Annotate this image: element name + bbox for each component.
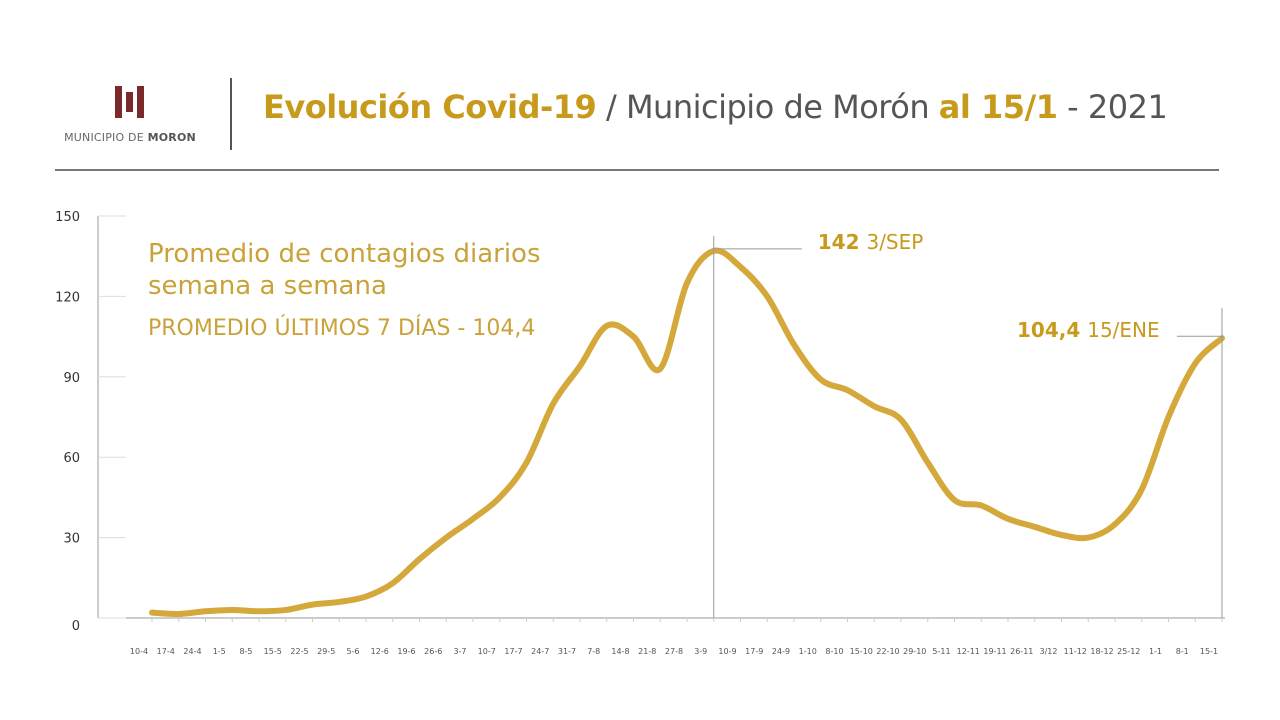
x-tick-label: 22-10: [876, 647, 899, 656]
x-tick-label: 1-10: [799, 647, 817, 656]
logo-mark-icon: [115, 86, 144, 118]
x-tick-label: 17-7: [504, 647, 522, 656]
x-tick-label: 18-12: [1090, 647, 1113, 656]
annotation-value: 142: [818, 230, 867, 254]
x-tick-label: 21-8: [638, 647, 656, 656]
x-tick-label: 8-1: [1176, 647, 1189, 656]
x-tick-label: 24-9: [772, 647, 790, 656]
x-tick-label: 15-5: [264, 647, 282, 656]
annotation-label: 104,4 15/ENE: [1017, 318, 1160, 342]
page-title: Evolución Covid-19 / Municipio de Morón …: [263, 88, 1168, 126]
x-tick-label: 7-8: [587, 647, 600, 656]
x-tick-label: 5-6: [346, 647, 359, 656]
x-tick-label: 11-12: [1064, 647, 1087, 656]
header-separator: [230, 78, 232, 150]
x-tick-label: 24-4: [183, 647, 201, 656]
x-tick-label: 12-6: [371, 647, 389, 656]
chart-subtitle: PROMEDIO ÚLTIMOS 7 DÍAS - 104,4: [148, 316, 536, 341]
municipio-logo: MUNICIPIO DE MORON: [60, 84, 200, 145]
y-tick-label: 30: [63, 532, 80, 547]
x-tick-label: 29-5: [317, 647, 335, 656]
x-tick-label: 3/12: [1040, 647, 1058, 656]
x-tick-label: 10-4: [130, 647, 148, 656]
chart-title: Promedio de contagios diarios semana a se…: [148, 239, 541, 301]
x-tick-label: 8-5: [239, 647, 252, 656]
annotation-label: 142 3/SEP: [818, 230, 924, 254]
y-tick-label: 150: [55, 210, 80, 225]
x-tick-label: 10-9: [718, 647, 736, 656]
x-tick-label: 19-6: [397, 647, 415, 656]
x-tick-label: 8-10: [825, 647, 843, 656]
annotation-date: 3/SEP: [866, 230, 923, 254]
x-tick-label: 1-1: [1149, 647, 1162, 656]
x-tick-label: 15-10: [850, 647, 873, 656]
y-tick-label: 0: [72, 619, 80, 634]
x-tick-label: 31-7: [558, 647, 576, 656]
logo-text: MUNICIPIO DE MORON: [64, 131, 196, 144]
x-tick-label: 1-5: [213, 647, 226, 656]
x-tick-label: 29-10: [903, 647, 926, 656]
y-tick-label: 60: [63, 451, 80, 466]
x-tick-label: 22-5: [290, 647, 308, 656]
x-tick-label: 19-11: [983, 647, 1006, 656]
series-line: [149, 247, 1225, 617]
x-tick-label: 3-9: [694, 647, 707, 656]
x-tick-label: 10-7: [478, 647, 496, 656]
x-tick-label: 14-8: [611, 647, 629, 656]
y-tick-label: 120: [55, 290, 80, 305]
y-tick-label: 90: [63, 371, 80, 386]
x-tick-label: 24-7: [531, 647, 549, 656]
x-tick-label: 3-7: [453, 647, 466, 656]
x-tick-label: 25-12: [1117, 647, 1140, 656]
x-tick-label: 15-1: [1200, 647, 1218, 656]
x-tick-label: 17-9: [745, 647, 763, 656]
x-tick-label: 5-11: [932, 647, 950, 656]
annotation-value: 104,4: [1017, 318, 1087, 342]
x-tick-label: 12-11: [957, 647, 980, 656]
x-tick-label: 27-8: [665, 647, 683, 656]
x-tick-label: 26-6: [424, 647, 442, 656]
x-tick-label: 17-4: [157, 647, 175, 656]
x-tick-label: 26-11: [1010, 647, 1033, 656]
header-divider: [55, 169, 1219, 171]
annotation-date: 15/ENE: [1087, 318, 1159, 342]
